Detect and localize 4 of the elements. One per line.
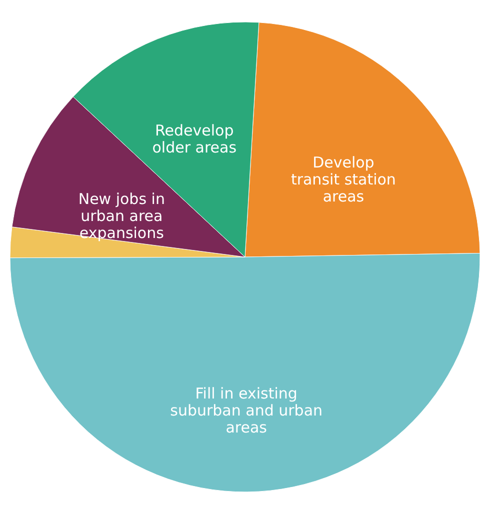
slice-label: Fill in existing suburban and urban areas [170,384,323,436]
slice-label: Redevelop older areas [152,121,237,156]
slice-label: Develop transit station areas [290,154,396,206]
slice-label: New jobs in urban area expansions [78,190,165,242]
